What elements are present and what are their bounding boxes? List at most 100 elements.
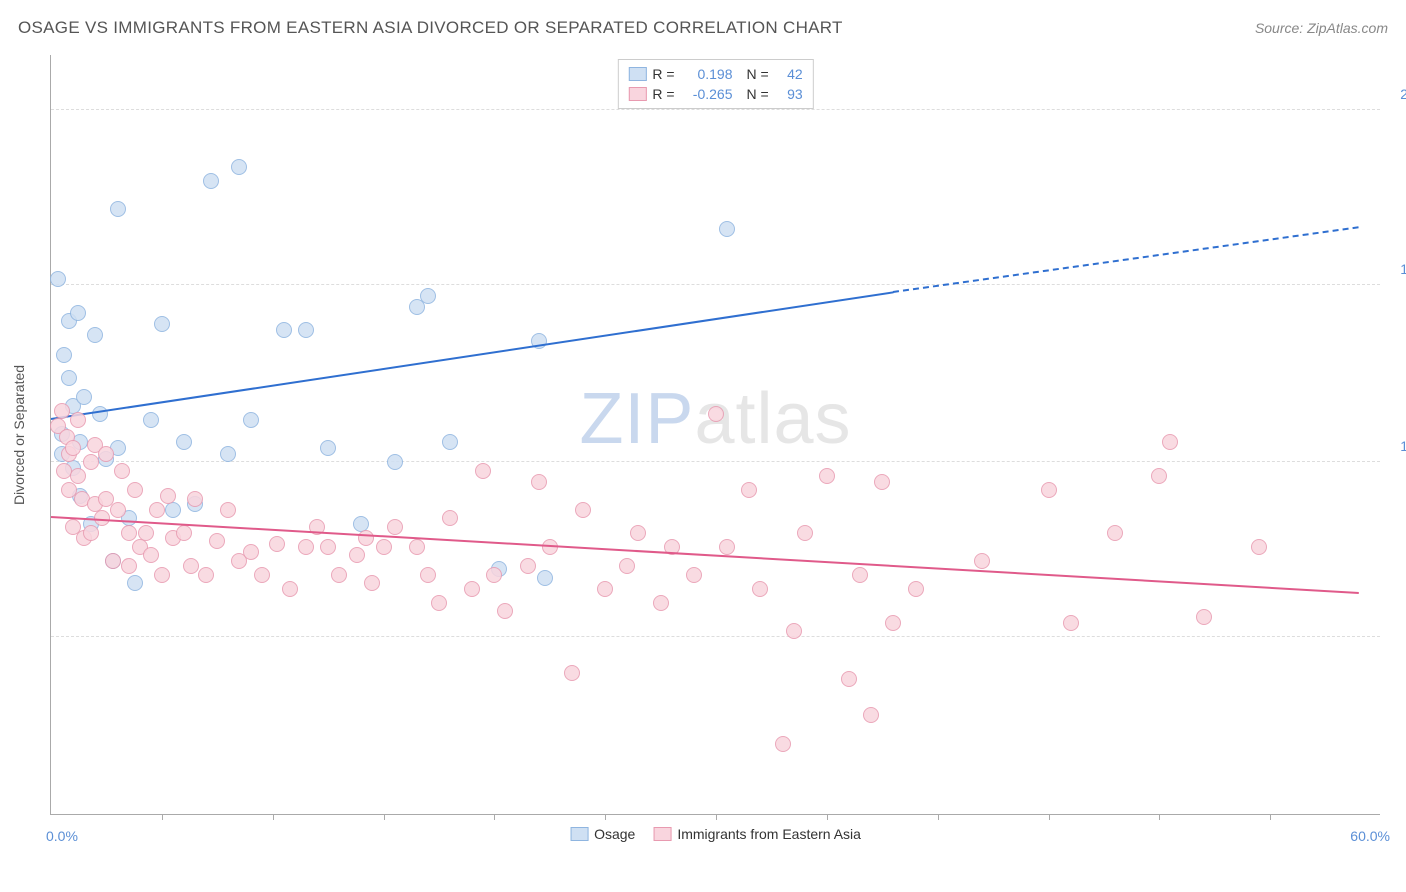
legend-n-value: 93 <box>775 86 803 102</box>
legend-n-label: N = <box>747 66 769 82</box>
data-point-osage <box>70 305 86 321</box>
data-point-immigrants <box>1151 468 1167 484</box>
data-point-immigrants <box>719 539 735 555</box>
data-point-osage <box>110 201 126 217</box>
data-point-immigrants <box>520 558 536 574</box>
scatter-chart: Divorced or Separated ZIPatlas 0.0% 60.0… <box>50 55 1380 815</box>
data-point-immigrants <box>464 581 480 597</box>
data-point-immigrants <box>183 558 199 574</box>
y-tick-label: 18.8% <box>1385 261 1406 277</box>
data-point-osage <box>537 570 553 586</box>
legend-swatch <box>628 87 646 101</box>
data-point-immigrants <box>65 440 81 456</box>
legend-label: Immigrants from Eastern Asia <box>677 826 861 842</box>
data-point-immigrants <box>110 502 126 518</box>
legend-swatch <box>653 827 671 841</box>
trend-line <box>51 291 894 420</box>
data-point-immigrants <box>1251 539 1267 555</box>
data-point-osage <box>387 454 403 470</box>
x-tick <box>938 814 939 820</box>
data-point-immigrants <box>254 567 270 583</box>
data-point-immigrants <box>121 525 137 541</box>
x-tick <box>827 814 828 820</box>
gridline <box>51 636 1380 637</box>
data-point-osage <box>87 327 103 343</box>
y-axis-label: Divorced or Separated <box>11 364 27 504</box>
data-point-immigrants <box>387 519 403 535</box>
data-point-immigrants <box>358 530 374 546</box>
data-point-immigrants <box>786 623 802 639</box>
data-point-immigrants <box>298 539 314 555</box>
data-point-immigrants <box>442 510 458 526</box>
data-point-immigrants <box>874 474 890 490</box>
data-point-immigrants <box>121 558 137 574</box>
data-point-osage <box>203 173 219 189</box>
data-point-immigrants <box>885 615 901 631</box>
data-point-immigrants <box>105 553 121 569</box>
data-point-osage <box>298 322 314 338</box>
data-point-immigrants <box>320 539 336 555</box>
data-point-osage <box>56 347 72 363</box>
data-point-immigrants <box>282 581 298 597</box>
data-point-osage <box>61 370 77 386</box>
data-point-immigrants <box>187 491 203 507</box>
data-point-immigrants <box>619 558 635 574</box>
data-point-immigrants <box>797 525 813 541</box>
legend-row-immigrants: R =-0.265N =93 <box>628 84 802 104</box>
data-point-immigrants <box>54 403 70 419</box>
data-point-osage <box>231 159 247 175</box>
data-point-immigrants <box>364 575 380 591</box>
data-point-immigrants <box>176 525 192 541</box>
x-tick <box>1049 814 1050 820</box>
x-tick <box>605 814 606 820</box>
x-tick <box>716 814 717 820</box>
data-point-immigrants <box>114 463 130 479</box>
legend-n-value: 42 <box>775 66 803 82</box>
data-point-immigrants <box>752 581 768 597</box>
data-point-immigrants <box>908 581 924 597</box>
data-point-immigrants <box>564 665 580 681</box>
data-point-immigrants <box>431 595 447 611</box>
data-point-immigrants <box>741 482 757 498</box>
data-point-immigrants <box>531 474 547 490</box>
data-point-osage <box>420 288 436 304</box>
chart-source: Source: ZipAtlas.com <box>1255 20 1388 36</box>
data-point-immigrants <box>497 603 513 619</box>
data-point-immigrants <box>475 463 491 479</box>
data-point-immigrants <box>597 581 613 597</box>
data-point-osage <box>143 412 159 428</box>
data-point-immigrants <box>1063 615 1079 631</box>
data-point-immigrants <box>70 468 86 484</box>
x-tick <box>1159 814 1160 820</box>
data-point-osage <box>165 502 181 518</box>
data-point-immigrants <box>653 595 669 611</box>
data-point-immigrants <box>83 525 99 541</box>
gridline <box>51 461 1380 462</box>
x-axis-min-label: 0.0% <box>46 828 78 844</box>
data-point-immigrants <box>154 567 170 583</box>
data-point-immigrants <box>98 446 114 462</box>
data-point-osage <box>176 434 192 450</box>
data-point-osage <box>220 446 236 462</box>
x-tick <box>273 814 274 820</box>
legend-r-label: R = <box>652 66 674 82</box>
data-point-immigrants <box>243 544 259 560</box>
data-point-osage <box>719 221 735 237</box>
data-point-immigrants <box>1162 434 1178 450</box>
y-tick-label: 25.0% <box>1385 86 1406 102</box>
data-point-immigrants <box>775 736 791 752</box>
data-point-immigrants <box>575 502 591 518</box>
x-tick <box>1270 814 1271 820</box>
x-tick <box>384 814 385 820</box>
data-point-immigrants <box>198 567 214 583</box>
data-point-immigrants <box>863 707 879 723</box>
data-point-immigrants <box>1107 525 1123 541</box>
legend-n-label: N = <box>747 86 769 102</box>
series-legend: Osage Immigrants from Eastern Asia <box>570 826 861 842</box>
data-point-osage <box>320 440 336 456</box>
chart-header: OSAGE VS IMMIGRANTS FROM EASTERN ASIA DI… <box>18 18 1388 38</box>
legend-item-immigrants: Immigrants from Eastern Asia <box>653 826 861 842</box>
data-point-immigrants <box>331 567 347 583</box>
x-tick <box>494 814 495 820</box>
legend-label: Osage <box>594 826 635 842</box>
